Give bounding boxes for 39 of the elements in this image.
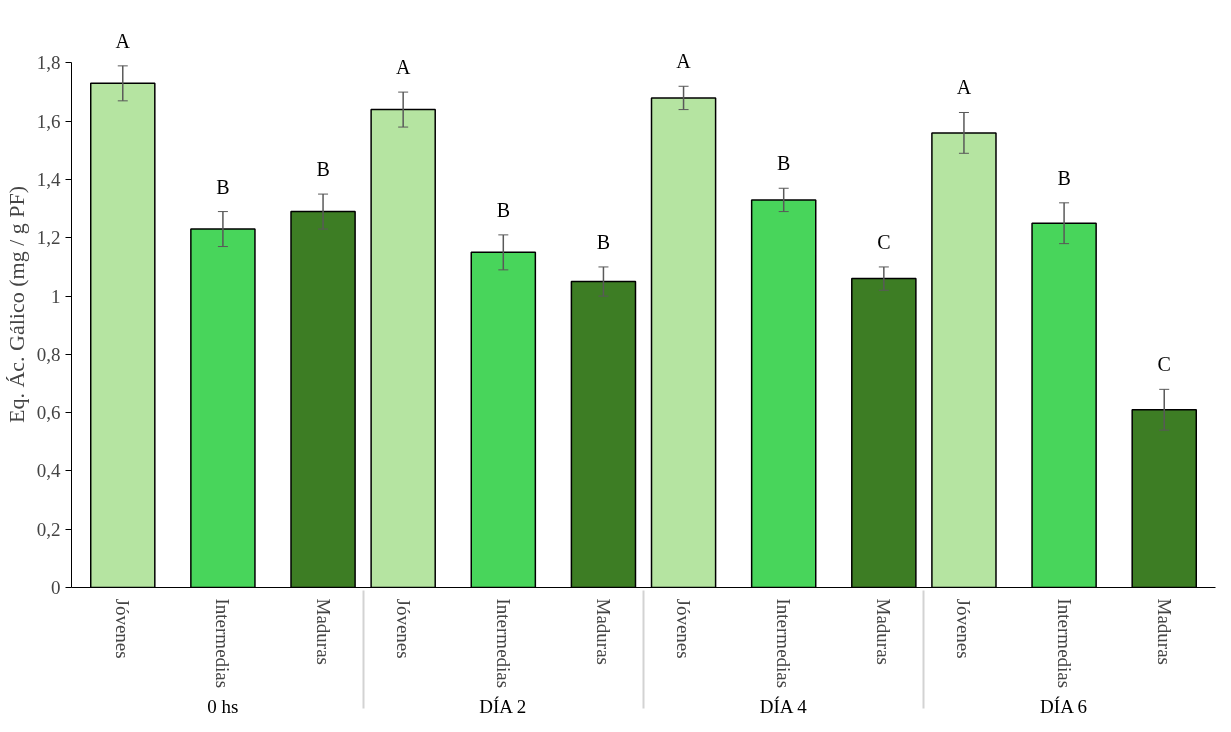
- text: Intermedias: [492, 598, 514, 689]
- y-tick-label: 0,8: [36, 343, 61, 365]
- data-label: C: [877, 230, 891, 253]
- text: Maduras: [312, 598, 334, 665]
- y-tick-label: 0,2: [36, 518, 61, 540]
- y-tick-label: 0: [51, 577, 61, 598]
- x-tick-label: 0 hs: [207, 696, 239, 718]
- data-label: B: [596, 230, 611, 253]
- text: Jóvenes: [673, 598, 695, 659]
- data-label: C: [1157, 353, 1171, 376]
- text: Maduras: [873, 598, 895, 665]
- x-tick-label: DÍA 4: [759, 696, 808, 718]
- data-label: A: [676, 50, 692, 73]
- text: Intermedias: [1053, 598, 1075, 689]
- y-tick-label: 1,4: [36, 169, 61, 191]
- y-axis-title: Eq. Ác. Gálico (mg / g PF): [3, 185, 29, 424]
- text: Jóvenes: [392, 598, 414, 659]
- y-tick-label: 1,2: [36, 227, 61, 249]
- x-tick-label: DÍA 2: [479, 696, 527, 718]
- text: Jóvenes: [112, 598, 134, 659]
- y-tick-label: 1: [51, 285, 61, 307]
- text: Intermedias: [773, 598, 795, 689]
- y-tick-label: 1,6: [36, 110, 61, 132]
- x-tick-label: DÍA 6: [1040, 696, 1088, 718]
- data-label: B: [1057, 166, 1071, 189]
- data-label: B: [777, 152, 791, 175]
- text: Intermedias: [212, 598, 234, 689]
- text: Maduras: [1153, 598, 1175, 665]
- y-tick-label: 1,8: [36, 52, 61, 74]
- data-label: B: [316, 158, 330, 181]
- data-label: A: [395, 56, 411, 79]
- y-tick-label: 0,6: [36, 402, 61, 424]
- text: Jóvenes: [953, 598, 975, 659]
- text: Maduras: [592, 598, 614, 665]
- y-tick-label: 0,4: [36, 460, 61, 482]
- data-label: A: [115, 29, 131, 52]
- data-label: A: [956, 76, 972, 99]
- data-label: B: [496, 198, 510, 221]
- data-label: B: [216, 175, 230, 198]
